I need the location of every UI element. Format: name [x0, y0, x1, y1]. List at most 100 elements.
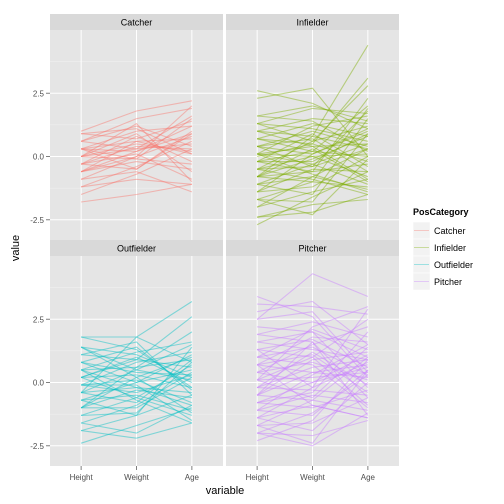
- series-line: [256, 351, 369, 389]
- series-line: [256, 364, 369, 419]
- series-line: [257, 387, 368, 396]
- series-line: [256, 369, 369, 444]
- x-tick-label: Weight: [124, 473, 150, 482]
- series-line: [80, 371, 193, 424]
- series-line: [256, 374, 369, 434]
- series-line: [256, 359, 369, 442]
- series-line: [257, 311, 369, 373]
- x-tick-label: Age: [185, 473, 200, 482]
- series-line: [257, 326, 369, 358]
- y-tick-label: -2.5: [30, 442, 44, 451]
- series-line: [81, 133, 193, 152]
- series-line: [80, 145, 192, 165]
- series-line: [256, 382, 369, 432]
- series-line: [256, 105, 369, 152]
- series-line: [256, 118, 368, 132]
- series-line: [80, 351, 192, 386]
- series-line: [256, 44, 369, 178]
- series-line: [81, 336, 193, 363]
- facet-strip: [226, 240, 399, 256]
- series-lines: [80, 100, 193, 203]
- series-line: [256, 153, 369, 193]
- series-line: [80, 341, 193, 396]
- series-line: [81, 361, 193, 416]
- series-line: [257, 87, 369, 157]
- series-line: [81, 374, 193, 389]
- series-line: [257, 153, 368, 158]
- series-line: [256, 295, 369, 378]
- x-axis-title: variable: [206, 485, 245, 497]
- series-line: [80, 397, 193, 416]
- series-line: [257, 130, 369, 150]
- legend-entry-pitcher: Pitcher: [412, 272, 462, 291]
- series-line: [256, 351, 368, 396]
- series-line: [257, 97, 369, 173]
- series-line: [256, 130, 369, 147]
- series-line: [81, 138, 192, 150]
- series-line: [256, 326, 369, 373]
- series-line: [81, 359, 192, 371]
- facet-panels: Catcher Infielder Outfielder Pitcher: [50, 14, 399, 466]
- facet-strip: [50, 14, 223, 30]
- series-line: [80, 140, 193, 188]
- facet-panel-catcher: Catcher: [50, 14, 223, 240]
- series-line: [81, 171, 193, 193]
- series-line: [80, 341, 192, 371]
- series-line: [257, 168, 369, 196]
- series-line: [256, 107, 368, 125]
- series-line: [256, 133, 369, 168]
- x-tick-label: Height: [246, 473, 270, 482]
- series-line: [80, 125, 193, 173]
- y-tick-label: -2.5: [30, 216, 44, 225]
- series-line: [256, 125, 369, 170]
- series-line: [257, 389, 369, 409]
- series-line: [80, 122, 193, 183]
- series-line: [81, 422, 193, 439]
- series-line: [256, 143, 369, 185]
- series-line: [81, 148, 192, 165]
- x-tick-label: Weight: [300, 473, 326, 482]
- facet-strip: [50, 240, 223, 256]
- series-line: [256, 110, 369, 168]
- legend-label: Pitcher: [434, 277, 462, 287]
- series-line: [256, 359, 368, 389]
- facet-panel-pitcher: Pitcher: [226, 240, 399, 466]
- series-line: [257, 303, 368, 315]
- series-line: [256, 273, 369, 320]
- series-line: [257, 193, 369, 218]
- series-line: [256, 155, 369, 178]
- series-line: [257, 331, 369, 388]
- series-line: [80, 135, 193, 180]
- series-line: [257, 300, 369, 346]
- series-line: [80, 369, 193, 424]
- series-line: [256, 366, 369, 404]
- series-line: [80, 140, 193, 173]
- series-line: [256, 158, 369, 216]
- x-tick-label: Age: [361, 473, 376, 482]
- series-line: [256, 371, 368, 396]
- series-line: [257, 338, 369, 368]
- series-line: [80, 125, 192, 150]
- series-line: [80, 369, 193, 401]
- series-line: [80, 316, 193, 378]
- series-line: [81, 394, 193, 411]
- series-line: [81, 161, 192, 173]
- series-line: [257, 138, 369, 163]
- series-line: [256, 85, 369, 142]
- series-line: [256, 356, 369, 406]
- series-line: [257, 354, 369, 394]
- series-line: [256, 394, 368, 411]
- series-line: [81, 143, 192, 158]
- series-line: [80, 394, 193, 432]
- legend-entry-outfielder: Outfielder: [412, 255, 473, 274]
- series-line: [256, 168, 368, 193]
- series-line: [81, 387, 192, 394]
- series-line: [80, 354, 193, 384]
- series-line: [80, 356, 193, 409]
- series-line: [257, 148, 369, 170]
- facet-strip-label: Outfielder: [117, 244, 156, 254]
- series-line: [257, 369, 369, 416]
- series-line: [81, 153, 193, 180]
- series-line: [257, 118, 369, 196]
